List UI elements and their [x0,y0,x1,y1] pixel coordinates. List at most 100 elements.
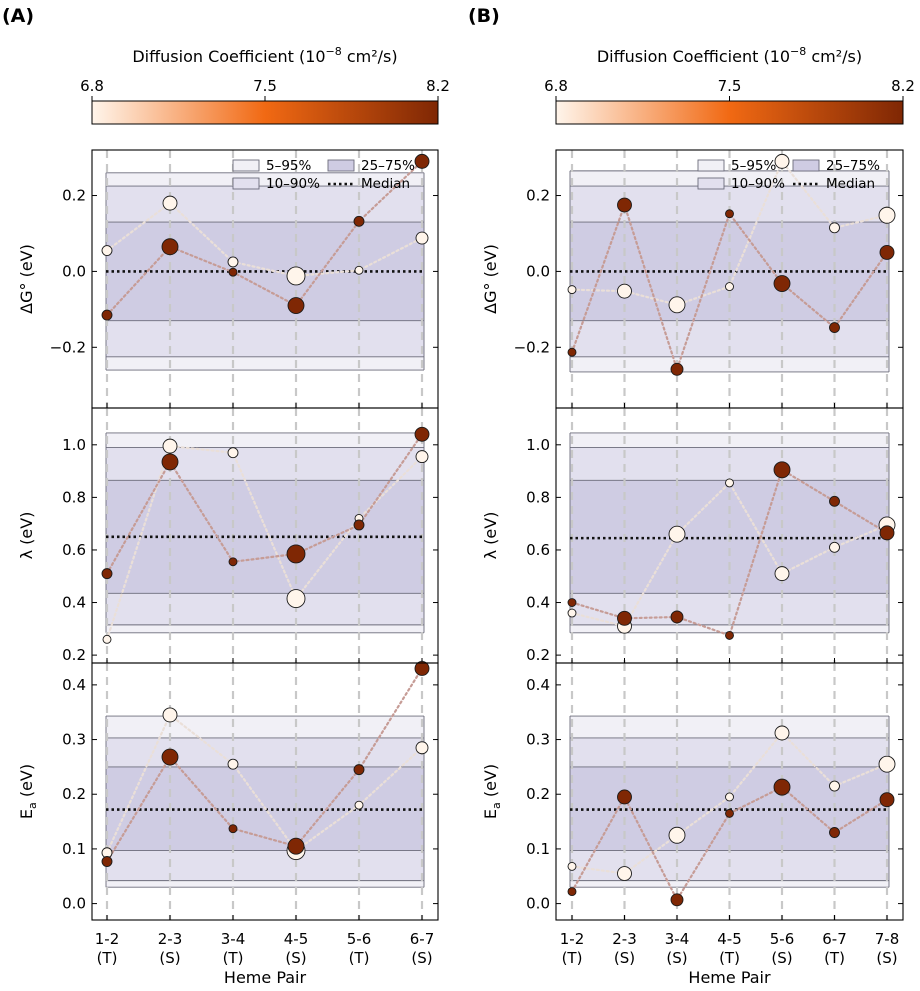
data-point [414,426,430,442]
data-point [829,495,840,507]
data-point [286,544,306,564]
data-point [617,610,632,626]
data-point [228,557,238,567]
data-point [670,893,684,907]
data-point [161,238,179,256]
y-axis-label-main: E [481,809,500,819]
x-tick-label: 1-2 [95,930,120,948]
y-tick-label: 0.0 [62,895,86,913]
colorbar-label: Diffusion Coefficient (10−8 cm²/s) [132,45,397,66]
y-tick-label: 0.4 [526,594,550,612]
x-tick-label: 7-8 [875,930,900,948]
colorbar: Diffusion Coefficient (10−8 cm²/s) 6.8 7.5… [80,45,450,125]
data-point [773,275,791,293]
y-tick-label: 0.2 [526,646,550,664]
legend: 5–95% 25–75% 10–90% Median [697,158,880,192]
legend-label: 25–75% [361,158,415,174]
data-point [878,206,896,224]
x-tick-label: 5-6 [770,930,795,948]
y-tick-label: 0.2 [526,187,550,205]
y-tick-label: 0.4 [526,676,550,694]
y-axis-label: λ (eV) [481,512,500,560]
data-point [286,589,306,609]
series-connector-high [105,160,424,317]
x-tick-label-type: (S) [666,949,687,967]
y-tick-label: 0.0 [62,262,86,280]
data-point [101,856,113,867]
y-tick-label: 0.8 [62,488,86,506]
data-point [287,837,305,855]
x-tick-label-type: (S) [159,949,180,967]
data-point [567,285,577,295]
x-tick-label-type: (S) [876,949,897,967]
data-point [286,266,306,286]
data-point [829,827,840,838]
data-point [354,265,364,275]
data-point [162,438,178,454]
y-axis-label: ΔG° (eV) [481,244,500,314]
subplot-ea: 0.00.10.20.30.4Ea (eV)1-2(T)2-3(S)3-4(S)… [481,662,904,987]
legend-label: 10–90% [731,176,785,192]
x-tick-label: 1-2 [560,930,585,948]
data-point [415,741,429,755]
y-tick-label: −0.2 [50,338,86,356]
x-axis-label: Heme Pair [224,968,307,987]
y-tick-label: 1.0 [526,436,550,454]
y-tick-label: 0.1 [62,840,86,858]
data-point [879,792,895,808]
legend-swatch [697,177,725,190]
data-point [414,661,430,676]
colorbar-tick-label: 7.5 [253,77,277,95]
y-axis-label-subscript: a [26,802,39,809]
data-point [415,231,429,245]
data-point [878,755,896,773]
subplot-ea: 0.00.10.20.30.4Ea (eV)1-2(T)2-3(S)3-4(T)… [17,661,439,987]
x-tick-label: 2-3 [158,930,183,948]
data-point [773,778,791,796]
x-tick-label-type: (S) [771,949,792,967]
data-point [617,197,632,213]
colorbar-label-exponent: −8 [326,45,342,58]
y-tick-label: 0.4 [62,676,86,694]
data-point [829,541,840,553]
y-tick-label: 0.0 [526,895,550,913]
legend-swatch [792,159,820,172]
data-point [567,598,577,607]
y-tick-label: 0.2 [62,646,86,664]
y-tick-label: 0.6 [62,541,86,559]
panel-b: (B) Diffusion Coefficient (10−8 cm²/s) 6.8… [468,5,915,987]
data-point [725,282,734,292]
y-tick-label: 0.0 [526,262,550,280]
data-point [774,725,790,741]
data-point [567,347,577,357]
colorbar-label: Diffusion Coefficient (10−8 cm²/s) [597,45,862,66]
data-point [617,283,632,299]
data-point [415,450,429,464]
legend-label: Median [826,176,875,192]
data-point [162,707,178,723]
data-point [617,866,632,881]
x-tick-label-type: (T) [719,949,740,967]
data-point [227,447,239,459]
y-axis-label-subscript: a [490,802,503,809]
legend-label: 25–75% [826,158,880,174]
data-point [353,519,365,531]
y-tick-label: 0.2 [526,785,550,803]
x-tick-label: 3-4 [221,930,246,948]
data-point [725,792,734,802]
colorbar-gradient [555,100,904,125]
colorbar-label-prefix: Diffusion Coefficient (10 [132,47,325,66]
colorbar-gradient [91,100,439,125]
y-axis-label: Ea (eV) [481,764,503,819]
y-axis-label: Ea (eV) [17,764,39,819]
data-point [774,153,790,169]
data-point [414,153,430,169]
data-point [353,215,365,227]
data-point [228,267,238,277]
legend-label: 5–95% [731,158,777,174]
data-point [101,245,113,256]
data-point [879,244,895,260]
y-tick-label: 0.3 [62,731,86,749]
colorbar-label-suffix: cm²/s) [342,47,398,66]
legend-label: 5–95% [266,158,312,174]
